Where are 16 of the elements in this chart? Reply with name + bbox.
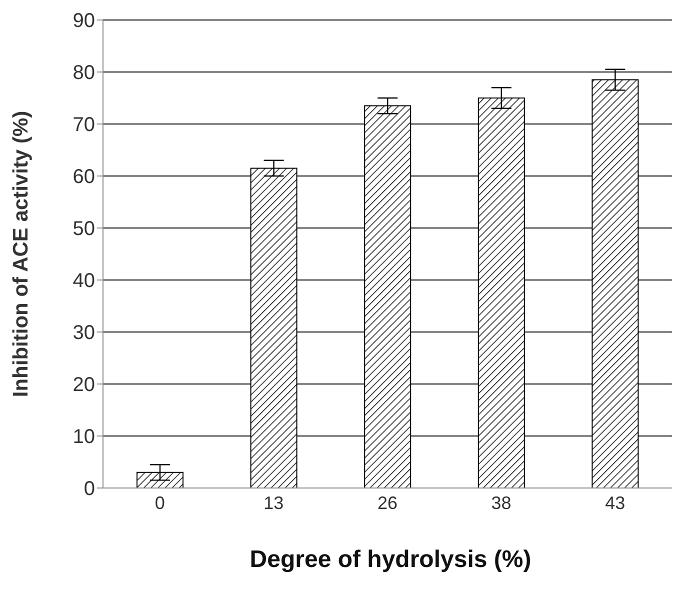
y-tick-label: 50 bbox=[72, 218, 95, 240]
x-axis-title: Degree of hydrolysis (%) bbox=[248, 546, 532, 574]
y-tick-label: 10 bbox=[72, 426, 95, 448]
x-tick-label: 13 bbox=[264, 492, 284, 513]
y-tick-label: 80 bbox=[72, 62, 95, 84]
x-tick-label: 0 bbox=[154, 492, 165, 513]
x-tick-label: 26 bbox=[377, 492, 398, 513]
x-tick-label: 38 bbox=[491, 492, 512, 513]
y-tick-label: 30 bbox=[72, 322, 95, 344]
y-tick-label: 70 bbox=[72, 114, 95, 136]
y-tick-label: 20 bbox=[72, 374, 95, 396]
y-tick-label: 60 bbox=[72, 166, 95, 188]
y-axis-title: Inhibition of ACE activity (%) bbox=[9, 110, 32, 398]
x-tick-label: 43 bbox=[605, 492, 626, 513]
y-tick-label: 90 bbox=[72, 10, 95, 32]
y-tick-label: 40 bbox=[72, 270, 95, 292]
